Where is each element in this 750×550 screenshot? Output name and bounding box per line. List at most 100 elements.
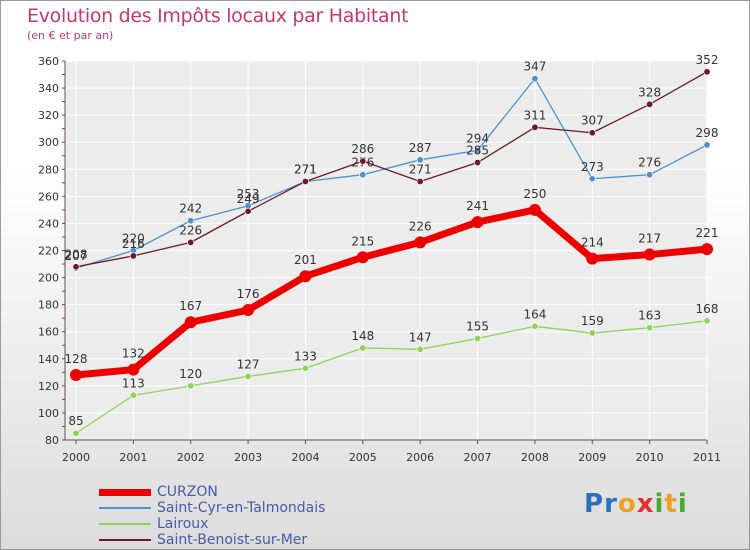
data-point-lairoux (244, 372, 252, 380)
y-tick-label: 200 (38, 272, 59, 285)
data-point-saint-cyr-en-talmondais (474, 146, 482, 154)
data-label-curzon: 241 (466, 199, 489, 213)
x-tick-label: 2006 (406, 451, 434, 464)
y-tick-label: 280 (38, 163, 59, 176)
data-point-saint-benoist-sur-mer (416, 177, 424, 185)
data-label-curzon: 226 (409, 219, 432, 233)
x-tick-label: 2002 (177, 451, 205, 464)
logo-letter: i (677, 489, 688, 519)
data-label-lairoux: 133 (294, 349, 317, 363)
legend-item: Lairoux (99, 516, 325, 532)
data-label-saint-benoist-sur-mer: 249 (237, 192, 260, 206)
y-tick-label: 120 (38, 380, 59, 393)
series-line-lairoux (75, 320, 708, 434)
y-tick-label: 300 (38, 136, 59, 149)
data-label-curzon: 250 (523, 187, 546, 201)
legend-swatch (99, 523, 151, 525)
data-label-saint-benoist-sur-mer: 208 (65, 248, 88, 262)
data-point-saint-cyr-en-talmondais (646, 171, 654, 179)
data-label-saint-cyr-en-talmondais: 220 (122, 232, 145, 246)
data-label-curzon: 132 (122, 347, 145, 361)
data-label-curzon: 176 (237, 287, 260, 301)
data-point-lairoux (531, 322, 539, 330)
data-label-saint-benoist-sur-mer: 216 (122, 237, 145, 251)
legend-swatch (99, 488, 151, 496)
data-point-saint-benoist-sur-mer (531, 123, 539, 131)
logo-letter: o (617, 489, 637, 519)
data-point-saint-cyr-en-talmondais (359, 171, 367, 179)
data-point-curzon (528, 203, 541, 216)
data-label-lairoux: 85 (68, 414, 83, 428)
data-point-saint-benoist-sur-mer (72, 263, 80, 271)
data-label-lairoux: 168 (696, 302, 719, 316)
data-label-saint-benoist-sur-mer: 286 (351, 142, 374, 156)
data-label-saint-benoist-sur-mer: 226 (179, 223, 202, 237)
data-label-saint-benoist-sur-mer: 271 (409, 162, 432, 176)
data-label-saint-cyr-en-talmondais: 271 (294, 162, 317, 176)
logo-letter: P (584, 489, 605, 519)
y-tick-label: 240 (38, 217, 59, 230)
data-label-saint-benoist-sur-mer: 311 (523, 108, 546, 122)
data-label-lairoux: 163 (638, 309, 661, 323)
y-tick-label: 260 (38, 190, 59, 203)
legend-label: Saint-Benoist-sur-Mer (157, 532, 308, 548)
y-tick-label: 140 (38, 353, 59, 366)
x-tick-label: 2000 (62, 451, 90, 464)
data-label-saint-cyr-en-talmondais: 207 (65, 249, 88, 263)
data-label-saint-cyr-en-talmondais: 273 (581, 160, 604, 174)
data-point-lairoux (72, 429, 80, 437)
data-point-curzon (471, 216, 484, 229)
data-label-curzon: 201 (294, 253, 317, 267)
data-label-saint-cyr-en-talmondais: 287 (409, 141, 432, 155)
data-point-curzon (701, 243, 713, 256)
data-point-saint-cyr-en-talmondais (187, 217, 195, 225)
data-label-saint-cyr-en-talmondais: 298 (696, 126, 719, 140)
data-label-lairoux: 147 (409, 330, 432, 344)
data-point-saint-cyr-en-talmondais (588, 175, 596, 183)
proxiti-logo: Proxiti (584, 489, 688, 519)
data-label-curzon: 215 (351, 234, 374, 248)
data-label-saint-cyr-en-talmondais: 294 (466, 131, 489, 145)
logo-letter: x (636, 489, 655, 519)
y-tick-label: 80 (45, 434, 59, 447)
data-label-saint-cyr-en-talmondais: 276 (638, 156, 661, 170)
data-point-saint-cyr-en-talmondais (703, 141, 711, 149)
data-point-lairoux (187, 382, 195, 390)
data-point-curzon (127, 363, 140, 376)
data-label-curzon: 167 (179, 299, 202, 313)
data-point-saint-benoist-sur-mer (301, 177, 309, 185)
logo-letter: i (654, 489, 665, 519)
data-point-curzon (586, 252, 599, 265)
data-label-saint-cyr-en-talmondais: 253 (237, 187, 260, 201)
data-point-lairoux (646, 324, 654, 332)
x-tick-label: 2008 (521, 451, 549, 464)
data-point-saint-benoist-sur-mer (359, 157, 367, 165)
data-point-saint-benoist-sur-mer (474, 159, 482, 167)
legend-label: Lairoux (157, 516, 209, 532)
legend-item: Saint-Benoist-sur-Mer (99, 532, 325, 548)
x-tick-label: 2007 (464, 451, 492, 464)
y-tick-label: 360 (38, 55, 59, 68)
data-label-lairoux: 113 (122, 376, 145, 390)
x-tick-label: 2009 (578, 451, 606, 464)
y-tick-label: 320 (38, 109, 59, 122)
data-point-saint-benoist-sur-mer (646, 100, 654, 108)
data-point-saint-cyr-en-talmondais (416, 156, 424, 164)
data-label-saint-benoist-sur-mer: 352 (696, 53, 719, 67)
data-point-lairoux (588, 329, 596, 337)
legend-label: Saint-Cyr-en-Talmondais (157, 500, 326, 516)
y-tick-label: 220 (38, 245, 59, 258)
series-line-saint-cyr-en-talmondais (75, 77, 708, 269)
data-label-lairoux: 164 (523, 307, 546, 321)
data-label-lairoux: 127 (237, 357, 260, 371)
data-point-saint-benoist-sur-mer (703, 68, 711, 76)
data-point-saint-benoist-sur-mer (187, 238, 195, 246)
data-label-lairoux: 120 (179, 367, 202, 381)
data-point-curzon (184, 316, 197, 329)
x-tick-label: 2001 (119, 451, 147, 464)
data-label-lairoux: 155 (466, 319, 489, 333)
series-line-saint-benoist-sur-mer (75, 71, 708, 268)
data-point-lairoux (301, 364, 309, 372)
data-label-saint-cyr-en-talmondais: 347 (523, 60, 546, 74)
x-tick-label: 2011 (693, 451, 721, 464)
